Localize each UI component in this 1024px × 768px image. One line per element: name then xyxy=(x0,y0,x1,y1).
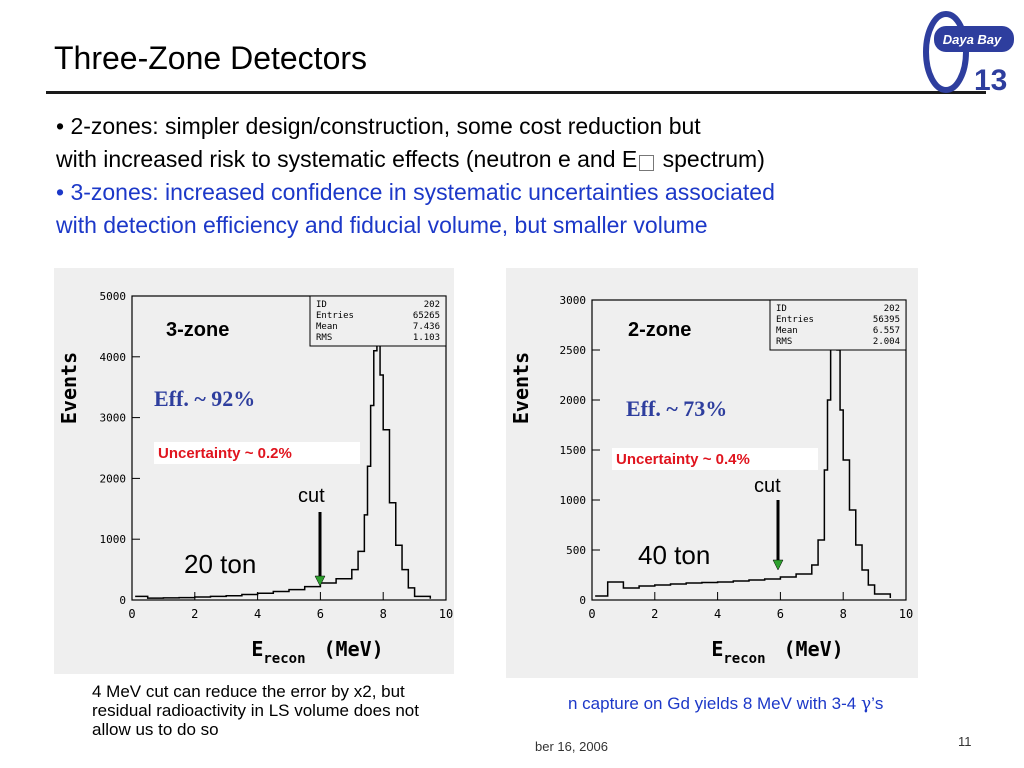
bullet-3zone-line2: with detection efficiency and fiducial v… xyxy=(56,212,708,238)
stats-label: ID xyxy=(776,304,787,314)
uncertainty-label: Uncertainty ~ 0.4% xyxy=(616,451,750,468)
zone-label: 2-zone xyxy=(628,319,691,341)
footnote-line1: 4 MeV cut can reduce the error by x2, bu… xyxy=(92,682,405,701)
uncertainty-bg xyxy=(612,448,818,470)
zone-label: 3-zone xyxy=(166,319,229,341)
n-capture-note: n capture on Gd yields 8 MeV with 3-4 γ’… xyxy=(568,694,884,714)
stats-value: 202 xyxy=(884,304,900,314)
stats-value: 7.436 xyxy=(413,322,440,332)
page-number: 11 xyxy=(958,734,972,749)
stats-value: 6.557 xyxy=(873,326,900,336)
y-tick-label: 4000 xyxy=(100,351,127,364)
x-tick-label: 4 xyxy=(254,607,261,621)
histogram-series xyxy=(595,319,892,598)
stats-label: ID xyxy=(316,300,327,310)
x-tick-label: 2 xyxy=(651,607,658,621)
title-divider xyxy=(46,91,986,94)
y-axis-label: Events xyxy=(57,352,81,424)
missing-glyph-icon xyxy=(639,155,655,171)
x-tick-label: 8 xyxy=(840,607,847,621)
y-tick-label: 3000 xyxy=(100,412,127,425)
bullet-2zone-line2-end: spectrum) xyxy=(656,146,765,172)
stats-value: 202 xyxy=(424,300,440,310)
footer-date: ber 16, 2006 xyxy=(535,739,609,754)
y-tick-label: 500 xyxy=(566,544,586,557)
y-tick-label: 0 xyxy=(119,594,126,607)
histogram-series xyxy=(135,331,432,599)
stats-box xyxy=(309,295,447,347)
stats-value: 1.103 xyxy=(413,333,440,343)
daya-bay-logo: Daya Bay 13 xyxy=(923,11,1014,96)
x-axis-label: Erecon (MeV) xyxy=(251,637,383,667)
plot-frame xyxy=(131,295,447,601)
slide-title: Three-Zone Detectors xyxy=(54,40,368,76)
bullet-2zone-line2-text: with increased risk to systematic effect… xyxy=(56,146,638,172)
y-axis-label: Events xyxy=(509,352,533,424)
cut-label: cut xyxy=(754,475,781,497)
y-tick-label: 2000 xyxy=(100,472,127,485)
chart-panel-2zone: 0 2 4 6 8 10 0 500 1000 1500 2000 2500 3000 Events Ere… xyxy=(506,268,918,678)
y-tick-label: 1500 xyxy=(560,444,587,457)
bullet-list: • 2-zones: simpler design/construction, … xyxy=(56,110,976,242)
stats-label: RMS xyxy=(316,333,332,343)
x-tick-label: 6 xyxy=(317,607,324,621)
footnote: 4 MeV cut can reduce the error by x2, bu… xyxy=(86,678,548,743)
stats-label: Entries xyxy=(776,315,814,325)
x-tick-label: 2 xyxy=(191,607,198,621)
n-capture-text: n capture on Gd yields 8 MeV with 3-4 xyxy=(568,694,861,713)
y-tick-label: 2500 xyxy=(560,344,587,357)
footnote-line2: residual radioactivity in LS volume does… xyxy=(92,701,419,720)
x-axis-label: Erecon (MeV) xyxy=(711,637,843,667)
n-capture-suffix: ’s xyxy=(871,694,884,713)
uncertainty-bg xyxy=(154,442,360,464)
efficiency-label: Eff. ~ 73% xyxy=(626,396,727,421)
stats-label: RMS xyxy=(776,337,792,347)
cut-arrow-head-icon xyxy=(772,559,784,571)
chart-2zone-svg: 0 2 4 6 8 10 0 500 1000 1500 2000 2500 3000 Events Ere… xyxy=(509,294,913,667)
y-tick-label: 1000 xyxy=(100,533,127,546)
stats-label: Mean xyxy=(776,326,798,336)
stats-box xyxy=(769,299,907,351)
gamma-symbol: γ xyxy=(860,694,872,714)
cut-label: cut xyxy=(298,485,325,507)
uncertainty-label: Uncertainty ~ 0.2% xyxy=(158,445,292,462)
mass-label: 40 ton xyxy=(638,540,710,570)
y-tick-label: 0 xyxy=(579,594,586,607)
stats-value: 2.004 xyxy=(873,337,900,347)
x-tick-label: 0 xyxy=(128,607,135,621)
x-tick-label: 8 xyxy=(380,607,387,621)
bullet-3zone-line1: • 3-zones: increased confidence in syste… xyxy=(56,179,775,205)
bullet-2zone-line1: • 2-zones: simpler design/construction, … xyxy=(56,113,701,139)
y-tick-label: 2000 xyxy=(560,394,587,407)
stats-value: 56395 xyxy=(873,315,900,325)
stats-value: 65265 xyxy=(413,311,440,321)
x-tick-label: 0 xyxy=(588,607,595,621)
cut-arrow-head-icon xyxy=(314,575,326,587)
chart-panel-3zone: 0 2 4 6 8 10 0 1000 2000 3000 4000 5000 Events Erecon… xyxy=(54,268,454,674)
chart-3zone-svg: 0 2 4 6 8 10 0 1000 2000 3000 4000 5000 Events Erecon… xyxy=(57,290,453,667)
logo-number: 13 xyxy=(974,64,1007,96)
stats-label: Mean xyxy=(316,322,338,332)
y-tick-label: 5000 xyxy=(100,290,127,303)
logo-banner xyxy=(934,26,1014,52)
efficiency-label: Eff. ~ 92% xyxy=(154,386,255,411)
logo-text: Daya Bay xyxy=(943,32,1002,47)
bullet-2zone-line2: with increased risk to systematic effect… xyxy=(56,143,976,176)
x-tick-label: 6 xyxy=(777,607,784,621)
stats-label: Entries xyxy=(316,311,354,321)
y-tick-label: 1000 xyxy=(560,494,587,507)
y-tick-label: 3000 xyxy=(560,294,587,307)
mass-label: 20 ton xyxy=(184,549,256,579)
footnote-line3: allow us to do so xyxy=(92,720,219,739)
x-tick-label: 4 xyxy=(714,607,721,621)
x-tick-label: 10 xyxy=(899,607,913,621)
x-tick-label: 10 xyxy=(439,607,453,621)
